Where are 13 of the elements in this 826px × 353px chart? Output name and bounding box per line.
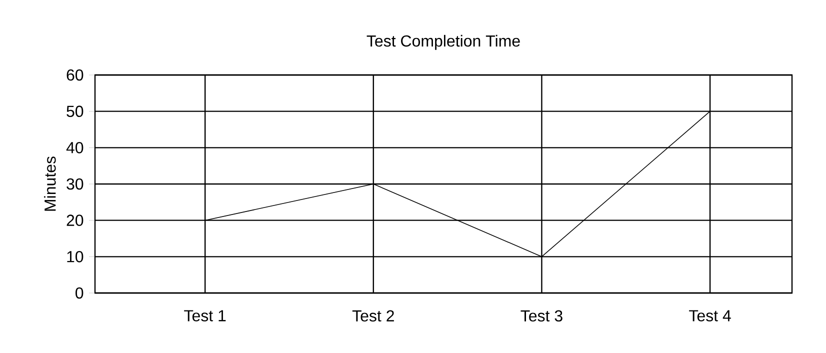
y-tick-label: 20 bbox=[66, 214, 84, 226]
x-tick-label: Test 2 bbox=[352, 310, 394, 322]
y-tick-label: 60 bbox=[66, 69, 84, 81]
y-tick-label: 30 bbox=[66, 178, 84, 190]
y-tick-label: 50 bbox=[66, 106, 84, 117]
y-tick-label: 40 bbox=[66, 142, 84, 154]
y-axis-title: Minutes bbox=[44, 156, 56, 211]
y-tick-label: 10 bbox=[67, 251, 84, 262]
x-tick-label: Test 3 bbox=[520, 310, 562, 322]
y-tick-label: 0 bbox=[76, 287, 84, 299]
x-tick-label: Test 1 bbox=[184, 310, 226, 322]
chart-title: Test Completion Time bbox=[366, 34, 520, 50]
x-tick-label: Test 4 bbox=[689, 310, 731, 322]
